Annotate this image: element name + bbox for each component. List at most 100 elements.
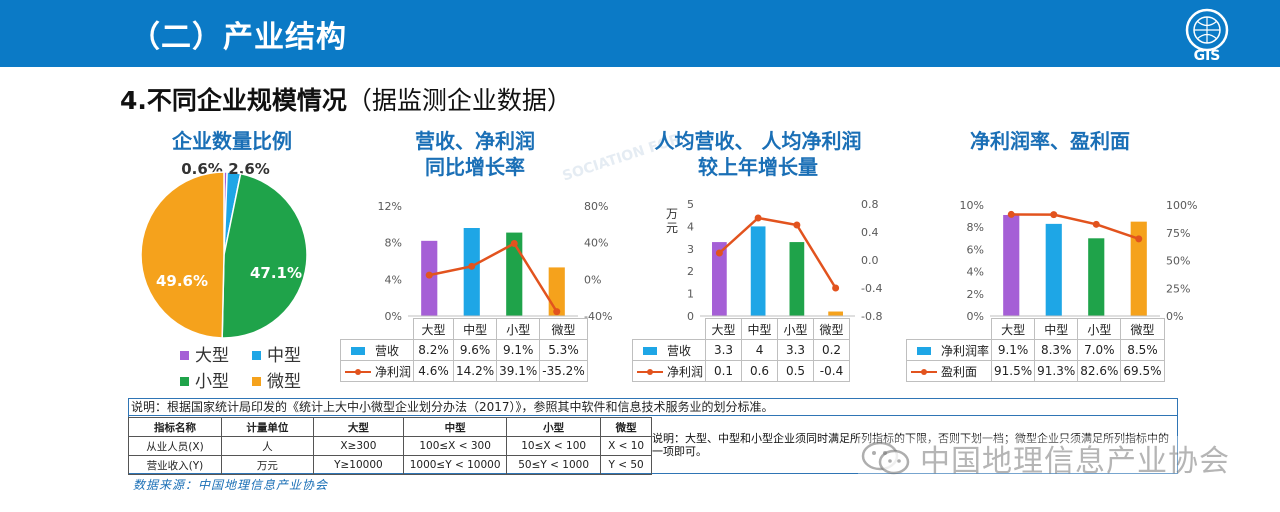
series-name: 营收 <box>375 343 400 358</box>
y-left-tick: 2 <box>687 265 694 278</box>
legend-label: 小型 <box>195 372 229 392</box>
data-value: 39.1% <box>496 360 541 382</box>
table-cell: 10≤X < 100 <box>506 436 602 456</box>
bar <box>1130 221 1147 316</box>
line-point <box>468 262 476 270</box>
y-axis-label: 元 <box>666 221 678 235</box>
series-label: 净利润 <box>339 360 415 382</box>
y-right-tick: 50% <box>1166 255 1190 268</box>
series-name: 营收 <box>667 343 692 358</box>
series-name: 盈利面 <box>941 364 978 379</box>
growth-rate-chart-title-line2: 同比增长率 <box>425 155 525 179</box>
y-right-tick: 0% <box>1166 310 1183 320</box>
table-cell: 1000≤Y < 10000 <box>403 455 508 475</box>
legend-swatch <box>252 351 261 360</box>
table-cell: 微型 <box>600 417 652 437</box>
y-left-tick: 4% <box>967 266 984 279</box>
data-value: 82.6% <box>1077 360 1122 382</box>
y-left-tick: 10% <box>960 199 984 212</box>
y-left-tick: 3 <box>687 243 694 256</box>
series-label: 净利润 <box>631 360 707 382</box>
data-value: 0.6 <box>741 360 779 382</box>
chart-data-table: 大型 中型 小型 微型 营收 8.2% 9.6% 9.1% 5.3% 净利润 4.6% 14.2% 39… <box>339 318 588 382</box>
table-cell: 人 <box>220 436 314 456</box>
data-value: 3.3 <box>777 339 815 361</box>
pie-slice-label: 47.1% <box>250 264 302 282</box>
y-axis-label: 万 <box>666 207 678 221</box>
category-label: 大型 <box>705 318 743 340</box>
pie-slice-label: 49.6% <box>156 272 208 290</box>
bar <box>712 242 727 316</box>
y-left-tick: 4% <box>385 273 402 286</box>
table-cell: X≥300 <box>312 436 405 456</box>
data-value: 4.6% <box>413 360 455 382</box>
gis-logo-icon: GIS <box>1185 8 1229 62</box>
data-value: 14.2% <box>453 360 498 382</box>
legend-label: 大型 <box>195 346 229 366</box>
line-point <box>425 271 433 279</box>
per-capita-chart-title-line2: 较上年增长量 <box>698 155 818 179</box>
line-series <box>428 241 558 313</box>
table-cell: 营业收入(Y) <box>128 455 222 475</box>
section-title-note: （据监测企业数据） <box>346 86 572 115</box>
pie-chart-title: 企业数量比例 <box>172 129 292 153</box>
size-standard-table: 指标名称 计量单位 大型 中型 小型 微型 从业人员(X) 人 X≥300 100≤X < 300… <box>128 417 652 475</box>
data-value: 8.5% <box>1120 339 1165 361</box>
bar-legend-key <box>643 347 657 355</box>
table-cell: 小型 <box>506 417 602 437</box>
legend-swatch <box>252 377 261 386</box>
data-value: 9.1% <box>991 339 1036 361</box>
y-right-tick: 80% <box>584 200 608 213</box>
standard-note-top: 说明：根据国家统计局印发的《统计上大中小微型企业划分办法（2017）》，参照其中… <box>128 398 1178 416</box>
y-right-tick: 0.0 <box>861 254 879 267</box>
data-value: 8.2% <box>413 339 455 361</box>
data-value: 0.1 <box>705 360 743 382</box>
y-right-tick: 25% <box>1166 282 1190 295</box>
line-point <box>715 249 723 257</box>
table-cell: X < 10 <box>600 436 652 456</box>
series-name: 净利润 <box>375 364 412 379</box>
category-label: 小型 <box>1077 318 1122 340</box>
per-capita-chart-title-line1: 人均营收、 人均净利润 <box>654 129 862 153</box>
category-label: 中型 <box>741 318 779 340</box>
line-point <box>1135 235 1143 243</box>
pie-slice-label: 2.6% <box>228 160 270 178</box>
y-right-tick: -40% <box>584 310 612 320</box>
line-series <box>718 216 837 289</box>
y-left-tick: 12% <box>378 200 402 213</box>
table-corner <box>906 318 993 340</box>
data-value: 0.5 <box>777 360 815 382</box>
category-label: 微型 <box>1120 318 1165 340</box>
y-left-tick: 0% <box>967 310 984 320</box>
wechat-icon <box>861 441 910 475</box>
pie-slice <box>140 171 225 339</box>
logo-text: GIS <box>1194 48 1221 62</box>
data-value: 9.1% <box>496 339 541 361</box>
data-value: 8.3% <box>1034 339 1079 361</box>
legend-label: 微型 <box>267 372 301 392</box>
watermark-backdrop <box>858 436 1250 478</box>
y-right-tick: 40% <box>584 237 608 250</box>
bar <box>506 232 523 316</box>
table-row: 净利润 4.6% 14.2% 39.1% -35.2% <box>339 360 588 382</box>
growth-rate-chart-title: 营收、净利润 同比增长率 <box>360 128 590 180</box>
y-left-tick: 0 <box>687 310 694 320</box>
table-cell: Y≥10000 <box>312 455 405 475</box>
bar <box>750 226 766 316</box>
table-corner <box>340 318 415 340</box>
line-point <box>1092 220 1100 228</box>
header-bar <box>0 0 1280 67</box>
table-corner <box>632 318 707 340</box>
table-cell: Y < 50 <box>600 455 652 475</box>
series-name: 净利润率 <box>941 343 990 358</box>
watermark-text: 中国地理信息产业协会 <box>920 444 1230 479</box>
bar-legend-key <box>917 347 931 355</box>
bar <box>1088 238 1105 316</box>
legend-label: 中型 <box>267 346 301 366</box>
series-label: 营收 <box>631 339 707 361</box>
line-point <box>1007 210 1015 218</box>
y-left-tick: 8% <box>385 237 402 250</box>
line-point <box>553 308 561 316</box>
legend-swatch <box>180 351 189 360</box>
data-value: 9.6% <box>453 339 498 361</box>
